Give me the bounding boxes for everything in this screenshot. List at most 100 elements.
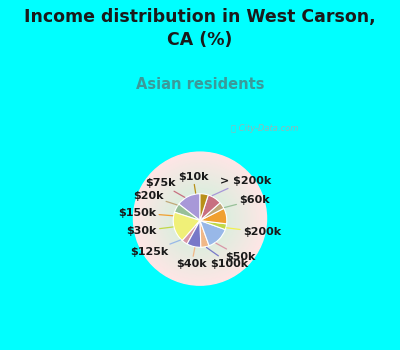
Wedge shape [179,194,200,220]
Text: Asian residents: Asian residents [136,77,264,92]
Text: $75k: $75k [145,178,185,197]
Circle shape [187,205,213,232]
Circle shape [190,209,210,229]
Circle shape [158,177,242,260]
Circle shape [166,184,234,253]
Circle shape [193,212,207,225]
Text: Income distribution in West Carson,
CA (%): Income distribution in West Carson, CA (… [24,8,376,49]
Text: $60k: $60k [224,195,270,208]
Circle shape [152,170,248,267]
Circle shape [163,182,237,255]
Circle shape [192,210,208,227]
Circle shape [159,178,241,259]
Circle shape [139,158,261,279]
Circle shape [183,202,217,235]
Circle shape [144,163,256,274]
Wedge shape [200,220,225,246]
Circle shape [191,209,209,228]
Text: $20k: $20k [133,190,177,205]
Text: $125k: $125k [130,240,180,257]
Circle shape [196,215,204,222]
Circle shape [169,188,231,250]
Circle shape [172,191,228,246]
Circle shape [186,204,214,233]
Text: > $200k: > $200k [212,176,271,196]
Circle shape [135,154,265,284]
Circle shape [146,164,254,273]
Circle shape [157,175,243,262]
Text: $200k: $200k [227,227,281,237]
Circle shape [176,195,224,243]
Circle shape [158,176,242,261]
Circle shape [180,199,220,239]
Circle shape [160,179,240,259]
Circle shape [134,152,266,285]
Circle shape [152,171,248,266]
Circle shape [194,213,206,225]
Circle shape [138,156,262,281]
Circle shape [145,164,255,274]
Circle shape [148,166,252,271]
Circle shape [155,174,245,264]
Circle shape [162,180,238,257]
Circle shape [151,169,249,268]
Text: $150k: $150k [118,208,173,218]
Circle shape [170,189,230,248]
Circle shape [172,190,228,247]
Text: $40k: $40k [176,248,207,269]
Circle shape [149,168,251,270]
Circle shape [167,186,233,252]
Circle shape [165,184,235,254]
Circle shape [178,196,222,241]
Circle shape [184,203,216,234]
Circle shape [136,155,264,283]
Circle shape [140,159,260,279]
Circle shape [154,172,246,265]
Circle shape [177,195,223,242]
Text: $10k: $10k [178,172,208,193]
Wedge shape [200,220,209,247]
Circle shape [148,167,252,270]
Circle shape [162,181,238,256]
Circle shape [174,193,226,245]
Circle shape [164,183,236,254]
Circle shape [181,199,219,238]
Circle shape [188,207,212,230]
Circle shape [175,194,225,244]
Circle shape [141,160,259,278]
Circle shape [198,217,202,220]
Circle shape [192,211,208,226]
Circle shape [161,180,239,258]
Circle shape [189,208,211,230]
Circle shape [182,200,218,237]
Wedge shape [200,195,220,220]
Wedge shape [200,220,226,230]
Circle shape [188,206,212,231]
Circle shape [195,214,205,224]
Circle shape [138,157,262,280]
Circle shape [168,186,232,251]
Text: ⓘ City-Data.com: ⓘ City-Data.com [231,124,298,133]
Circle shape [150,169,250,268]
Circle shape [154,173,246,264]
Wedge shape [200,194,208,220]
Circle shape [196,215,204,223]
Circle shape [178,197,222,240]
Circle shape [182,201,218,236]
Circle shape [199,218,201,219]
Circle shape [168,187,232,250]
Text: $50k: $50k [216,243,256,262]
Wedge shape [187,220,201,247]
Circle shape [171,189,229,248]
Wedge shape [174,204,200,220]
Circle shape [147,166,253,272]
Circle shape [142,160,258,277]
Wedge shape [173,212,200,240]
Text: $100k: $100k [206,247,248,269]
Circle shape [137,155,263,282]
Circle shape [134,153,266,284]
Wedge shape [182,220,200,244]
Wedge shape [200,203,224,220]
Circle shape [173,192,227,245]
Circle shape [185,204,215,234]
